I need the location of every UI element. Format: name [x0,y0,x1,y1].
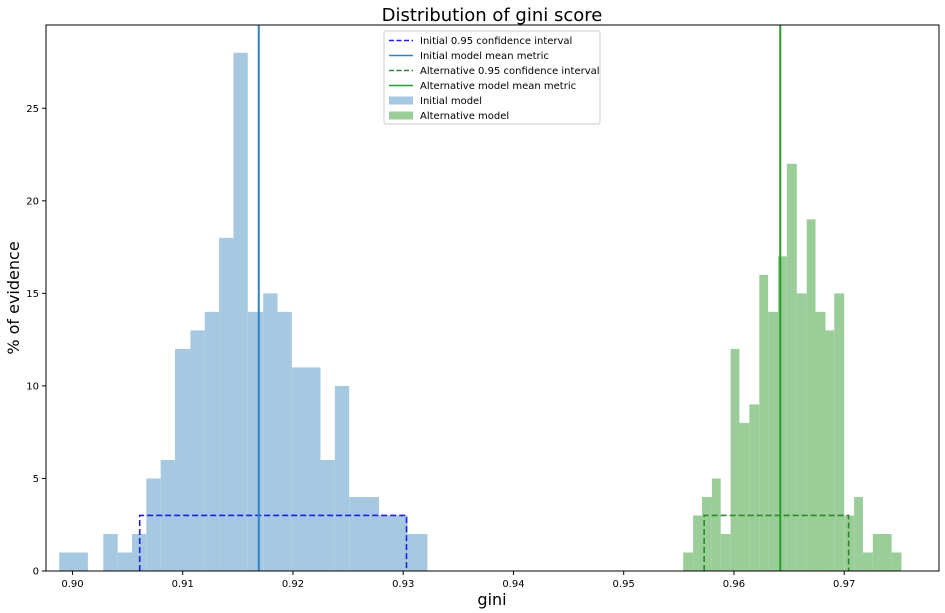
initial-bar-13 [277,311,292,571]
initial-bar-9 [219,237,234,571]
alternative-bar-21 [891,552,902,571]
y-tick-label-0: 0 [33,567,39,578]
initial-bar-4 [146,478,161,571]
y-tick-label-1: 5 [33,474,39,485]
alternative-bar-3 [711,478,721,571]
x-tick-label-1: 0.91 [172,579,194,590]
initial-bar-16 [334,385,350,571]
alternative-bar-6 [739,422,750,571]
alternative-bar-16 [834,293,845,571]
legend-label-alternative-model: Alternative model [420,111,509,122]
initial-bar-0 [59,552,88,571]
x-tick-label-5: 0.95 [613,579,635,590]
x-axis: 0.90 0.91 0.92 0.93 0.94 0.95 0.96 0.97 [61,571,855,590]
x-tick-label-7: 0.97 [833,579,855,590]
initial-bar-11 [247,311,264,571]
initial-bar-14 [291,367,321,571]
alternative-bar-8 [759,274,769,571]
legend: Initial 0.95 confidence interval Initial … [383,30,601,125]
initial-bar-7 [190,330,205,571]
alternative-bar-10 [778,256,787,571]
alternative-bar-18 [854,496,863,571]
legend-swatch-alternative-model [389,111,413,120]
alternative-bar-7 [749,404,760,571]
alternative-bar-12 [796,293,807,571]
y-tick-label-2: 10 [26,381,39,392]
alternative-bar-19 [862,552,873,571]
initial-bar-17 [349,496,379,571]
initial-bar-1 [103,533,118,571]
initial-bar-8 [204,311,220,571]
legend-label-initial-model-mean-metric: Initial model mean metric [420,51,549,62]
alternative-bar-0 [683,552,694,571]
initial-bar-6 [174,348,191,571]
lines-layer [138,25,850,571]
x-tick-label-3: 0.93 [392,579,414,590]
alternative-bar-9 [768,311,779,571]
chart-title: Distribution of gini score [382,5,603,26]
x-tick-label-4: 0.94 [502,579,524,590]
alternative-bar-5 [730,348,740,571]
y-axis: 0 5 10 15 20 25 [26,104,46,578]
initial-ci-line [138,514,408,571]
x-tick-label-2: 0.92 [282,579,304,590]
legend-label-initial-model: Initial model [420,96,482,107]
y-tick-label-5: 25 [26,104,39,115]
plot-frame [45,24,940,572]
initial-bar-19 [407,533,428,571]
legend-swatch-initial-model [389,96,413,105]
legend-label-alternative-model-mean-metric: Alternative model mean metric [420,81,576,92]
x-axis-label: gini [477,590,506,609]
alternative-bar-4 [720,533,731,571]
alternative-bar-15 [825,330,835,571]
alternative-bar-1 [693,515,702,571]
initial-bar-10 [233,52,248,572]
y-tick-label-3: 15 [26,289,39,300]
y-tick-label-4: 20 [26,196,39,207]
legend-box [383,30,601,125]
alternative-ci-line [703,514,850,571]
x-tick-label-0: 0.90 [61,579,83,590]
alternative-bar-13 [806,219,816,571]
legend-label-alternative-0-95-confidence-interval: Alternative 0.95 confidence interval [420,66,600,77]
initial-bar-2 [117,552,132,571]
alternative-bar-14 [815,311,826,571]
y-axis-label: % of evidence [4,241,23,354]
alternative-bar-2 [701,496,712,571]
initial-bar-18 [378,515,408,571]
x-tick-label-6: 0.96 [723,579,745,590]
legend-label-initial-0-95-confidence-interval: Initial 0.95 confidence interval [420,36,572,47]
alternative-bar-20 [872,533,892,571]
initial-bar-12 [263,293,278,571]
alternative-bar-11 [786,163,797,572]
